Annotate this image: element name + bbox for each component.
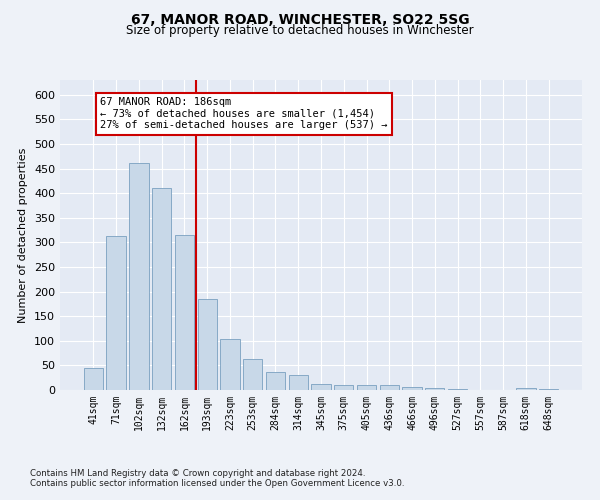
Bar — [448, 388, 467, 390]
Text: Contains HM Land Registry data © Crown copyright and database right 2024.: Contains HM Land Registry data © Crown c… — [30, 468, 365, 477]
Bar — [334, 385, 353, 390]
Bar — [539, 388, 558, 390]
Bar — [380, 385, 399, 390]
Bar — [289, 375, 308, 390]
Text: 67, MANOR ROAD, WINCHESTER, SO22 5SG: 67, MANOR ROAD, WINCHESTER, SO22 5SG — [131, 12, 469, 26]
Text: 67 MANOR ROAD: 186sqm
← 73% of detached houses are smaller (1,454)
27% of semi-d: 67 MANOR ROAD: 186sqm ← 73% of detached … — [100, 97, 388, 130]
Bar — [220, 339, 239, 390]
Text: Contains public sector information licensed under the Open Government Licence v3: Contains public sector information licen… — [30, 478, 404, 488]
Bar — [84, 368, 103, 390]
Y-axis label: Number of detached properties: Number of detached properties — [19, 148, 28, 322]
Bar — [106, 236, 126, 390]
Text: Size of property relative to detached houses in Winchester: Size of property relative to detached ho… — [126, 24, 474, 37]
Bar — [243, 359, 262, 390]
Bar — [516, 388, 536, 390]
Bar — [152, 188, 172, 390]
Bar — [425, 388, 445, 390]
Bar — [129, 163, 149, 390]
Bar — [311, 384, 331, 390]
Bar — [403, 387, 422, 390]
Bar — [357, 384, 376, 390]
Bar — [197, 299, 217, 390]
Bar — [266, 372, 285, 390]
Bar — [175, 236, 194, 390]
